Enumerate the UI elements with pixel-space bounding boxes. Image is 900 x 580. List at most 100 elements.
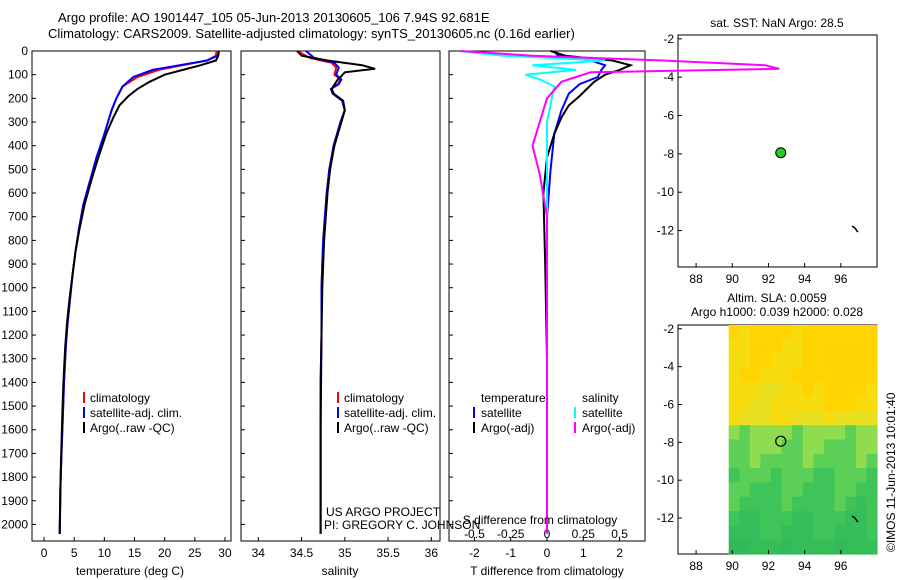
- x-top-tick-label: 0.25: [572, 527, 596, 541]
- sla-cell: [845, 382, 857, 398]
- panel-temperature-frame: [31, 50, 232, 542]
- legend-label-climatology: climatology: [344, 391, 404, 405]
- sla-cell: [802, 453, 814, 469]
- sla-cell: [834, 539, 846, 555]
- y-tick-label: 1400: [1, 375, 28, 389]
- sla-cell: [739, 325, 751, 340]
- sla-cell: [792, 410, 804, 426]
- sla-cell: [739, 482, 751, 498]
- sla-cell: [866, 396, 878, 412]
- sla-cell: [845, 353, 857, 369]
- sla-cell: [739, 453, 751, 469]
- map-y-tick-label: -2: [663, 32, 674, 46]
- sla-cell: [728, 439, 740, 455]
- y-tick-label: 1900: [1, 494, 28, 508]
- float-position-marker: [775, 435, 787, 447]
- sla-cell: [813, 339, 825, 355]
- sla-cell: [855, 539, 867, 555]
- sla-cell: [802, 539, 814, 555]
- sst-map: 88 90 92 94 96 -2 -4 -6 -8 -10 -12: [657, 32, 859, 286]
- sla-cell: [781, 382, 793, 398]
- sla-cell: [781, 468, 793, 483]
- sla-cell: [760, 325, 772, 340]
- sla-cell: [824, 325, 836, 340]
- map-y-tick-label: -2: [663, 322, 674, 336]
- sla-cell: [781, 453, 793, 469]
- sla-cell: [739, 367, 751, 383]
- sla-cell: [813, 367, 825, 383]
- map-y-tick-label: -4: [663, 70, 674, 84]
- legend-label-s-argo: Argo(-adj): [582, 421, 635, 435]
- sla-cell: [845, 325, 857, 340]
- sla-cell: [866, 539, 878, 555]
- sla-cell: [866, 425, 878, 441]
- sla-cell: [792, 425, 804, 441]
- legend-label-s-satellite: satellite: [582, 406, 623, 420]
- sla-cell: [749, 468, 761, 483]
- sla-cell: [855, 496, 867, 512]
- sla-cell: [802, 525, 814, 541]
- sla-cell: [824, 525, 836, 541]
- sla-cell: [771, 453, 783, 469]
- sla-cell: [749, 410, 761, 426]
- sla-cell: [739, 468, 751, 483]
- series-satellite-adj-clim-: [58, 50, 220, 534]
- map-x-tick-label: 88: [689, 272, 703, 286]
- panel-salinity-frame: [240, 50, 441, 542]
- sla-cell: [866, 325, 878, 340]
- sla-cell: [866, 511, 878, 526]
- sla-cell: [771, 325, 783, 340]
- sla-cell: [749, 496, 761, 512]
- y-tick-label: 1600: [1, 423, 28, 437]
- sla-cell: [802, 468, 814, 483]
- sla-cell: [781, 511, 793, 526]
- x-tick-label: 36: [425, 546, 439, 560]
- sla-cell: [781, 353, 793, 369]
- series-satellite-adj-clim-: [305, 50, 346, 534]
- sla-cell: [739, 353, 751, 369]
- x-tick-label: -1: [505, 546, 516, 560]
- map-y-tick-label: -10: [657, 185, 675, 199]
- sla-cell: [834, 410, 846, 426]
- sla-cell: [834, 525, 846, 541]
- x-tick-label: 0: [41, 546, 48, 560]
- sla-map: 88 90 92 94 96 -2 -4 -6 -8 -10 -12: [657, 322, 878, 573]
- sla-cell: [855, 353, 867, 369]
- series-climatology: [58, 50, 218, 534]
- sla-cell: [739, 496, 751, 512]
- map-y-tick-label: -4: [663, 360, 674, 374]
- sla-cell: [781, 439, 793, 455]
- sla-cell: [728, 396, 740, 412]
- y-tick-label: 2000: [1, 517, 28, 531]
- float-position-marker: [775, 147, 787, 159]
- y-tick-label: 1700: [1, 446, 28, 460]
- salinity-plot: 34 34.5 35 35.5 36: [241, 50, 439, 560]
- sla-cell: [845, 511, 857, 526]
- footer-pi: PI: GREGORY C. JOHNSON: [324, 518, 480, 532]
- sla-cell: [771, 410, 783, 426]
- sla-cell: [834, 468, 846, 483]
- sla-cell: [845, 439, 857, 455]
- sla-cell: [834, 496, 846, 512]
- x-tick-label: 1: [580, 546, 587, 560]
- sla-cell: [845, 367, 857, 383]
- x-top-tick-label: 0: [544, 527, 551, 541]
- figure-title-line2: Climatology: CARS2009. Satellite-adjuste…: [48, 26, 575, 41]
- sla-cell: [792, 511, 804, 526]
- sla-cell: [771, 425, 783, 441]
- sla-cell: [771, 367, 783, 383]
- y-tick-label: 400: [8, 139, 28, 153]
- sst-map-title: sat. SST: NaN Argo: 28.5: [710, 16, 844, 30]
- series-argo: [58, 50, 220, 534]
- sla-cell: [728, 453, 740, 469]
- map-x-tick-label: 90: [726, 559, 740, 573]
- x-tick-label: 5: [71, 546, 78, 560]
- sla-cell: [792, 439, 804, 455]
- sla-cell: [771, 353, 783, 369]
- sla-cell: [834, 396, 846, 412]
- sla-cell: [739, 410, 751, 426]
- sla-cell: [728, 339, 740, 355]
- sla-cell: [771, 525, 783, 541]
- sla-cell: [739, 339, 751, 355]
